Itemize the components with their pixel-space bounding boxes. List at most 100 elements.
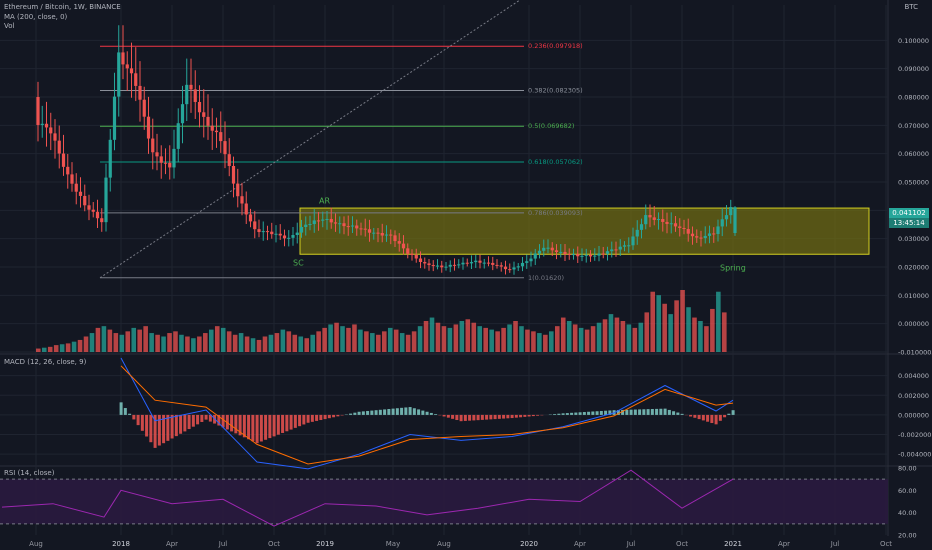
volume-bar [668, 314, 673, 352]
macd-histogram-bar [387, 409, 391, 415]
candle-body [588, 254, 593, 257]
candle-body [618, 246, 622, 250]
macd-histogram-bar [646, 409, 650, 415]
candle-body [74, 183, 78, 192]
candle-body [146, 116, 151, 139]
macd-histogram-bar [723, 414, 727, 418]
volume-bar [71, 341, 77, 352]
macd-histogram-bar [472, 414, 476, 421]
time-axis-tick: Oct [268, 540, 280, 548]
rsi-axis-tick: 40.00 [898, 509, 917, 517]
volume-bar [525, 329, 530, 352]
chart-title: Ethereum / Bitcoin, 1W, BINANCE [4, 3, 121, 11]
macd-signal-line [120, 365, 734, 465]
macd-histogram-bar [680, 413, 684, 415]
volume-bar [674, 300, 679, 352]
candle-body [431, 265, 435, 267]
candle-body [189, 84, 193, 90]
candle-body [359, 228, 363, 230]
volume-indicator-label[interactable]: Vol [4, 22, 15, 30]
candle-body [690, 233, 695, 237]
macd-histogram-bar [451, 414, 455, 419]
price-axis-tick: 0.100000 [898, 37, 929, 45]
candle-body [197, 101, 202, 113]
candle-body [669, 223, 673, 225]
candle-body [656, 219, 661, 221]
candle-body [605, 251, 610, 254]
candle-body [104, 177, 108, 223]
macd-histogram-bar [557, 413, 561, 415]
macd-histogram-bar [281, 414, 285, 433]
candle-body [469, 262, 474, 264]
macd-histogram-bar [468, 414, 472, 421]
fib-level-label: 0.236(0.097918) [528, 42, 583, 50]
volume-bar [47, 346, 53, 352]
volume-bar [662, 303, 667, 352]
macd-histogram-bar [340, 414, 344, 416]
volume-bar [543, 334, 548, 352]
candle-body [537, 250, 542, 254]
macd-histogram-bar [285, 414, 289, 432]
ma-indicator-label[interactable]: MA (200, close, 0) [4, 13, 68, 21]
candle-body [716, 226, 720, 234]
candle-body [342, 223, 346, 227]
macd-histogram-bar [217, 414, 221, 426]
volume-bar [507, 324, 512, 352]
volume-bar [620, 321, 626, 352]
time-axis-tick: Jul [626, 540, 636, 548]
time-axis-tick: May [386, 540, 400, 548]
candle-body [291, 235, 295, 238]
macd-pane [119, 357, 735, 470]
macd-histogram-bar [642, 409, 646, 415]
time-axis-tick: Jul [830, 540, 840, 548]
candle-body [95, 211, 100, 219]
candle-body [66, 166, 70, 175]
macd-histogram-bar [459, 414, 463, 422]
macd-histogram-bar [128, 413, 132, 415]
volume-bar [83, 336, 89, 352]
candle-body [338, 223, 342, 225]
macd-indicator-label[interactable]: MACD (12, 26, close, 9) [4, 358, 87, 366]
candle-body [270, 231, 274, 235]
candle-body [550, 247, 554, 251]
candle-body [452, 264, 457, 266]
candle-body [142, 99, 146, 117]
candle-body [125, 64, 129, 69]
volume-bar [298, 336, 304, 352]
macd-histogram-bar [506, 414, 510, 419]
candle-body [720, 219, 724, 227]
candle-body [278, 233, 282, 236]
volume-bar [489, 329, 494, 352]
candle-body [406, 248, 410, 254]
macd-histogram-bar [378, 409, 382, 415]
macd-axis-tick: -0.004000 [898, 451, 931, 459]
volume-bar [399, 333, 405, 352]
volume-bar [453, 324, 459, 352]
macd-histogram-bar [293, 414, 297, 428]
time-axis-tick: Apr [778, 540, 790, 548]
macd-histogram-bar [587, 411, 591, 415]
macd-histogram-bar [349, 413, 353, 415]
candle-body [576, 254, 580, 257]
candle-body [427, 263, 431, 266]
macd-histogram-bar [455, 414, 459, 421]
volume-bar [77, 339, 83, 352]
rsi-indicator-label[interactable]: RSI (14, close) [4, 469, 55, 477]
volume-bar [41, 347, 47, 352]
candle-body [180, 104, 185, 124]
time-axis-tick: Oct [880, 540, 892, 548]
macd-histogram-bar [136, 414, 140, 426]
candle-body [91, 209, 95, 212]
volume-bar [268, 334, 274, 352]
volume-bar [483, 327, 488, 352]
macd-histogram-bar [697, 414, 701, 420]
macd-histogram-bar [323, 414, 327, 420]
candle-body [367, 229, 372, 233]
volume-bar [566, 321, 572, 352]
annotation-sc: SC [293, 259, 304, 268]
candle-body [503, 266, 508, 270]
volume-bar [232, 334, 238, 352]
macd-axis-tick: 0.002000 [898, 392, 929, 400]
candle-body [567, 254, 571, 256]
